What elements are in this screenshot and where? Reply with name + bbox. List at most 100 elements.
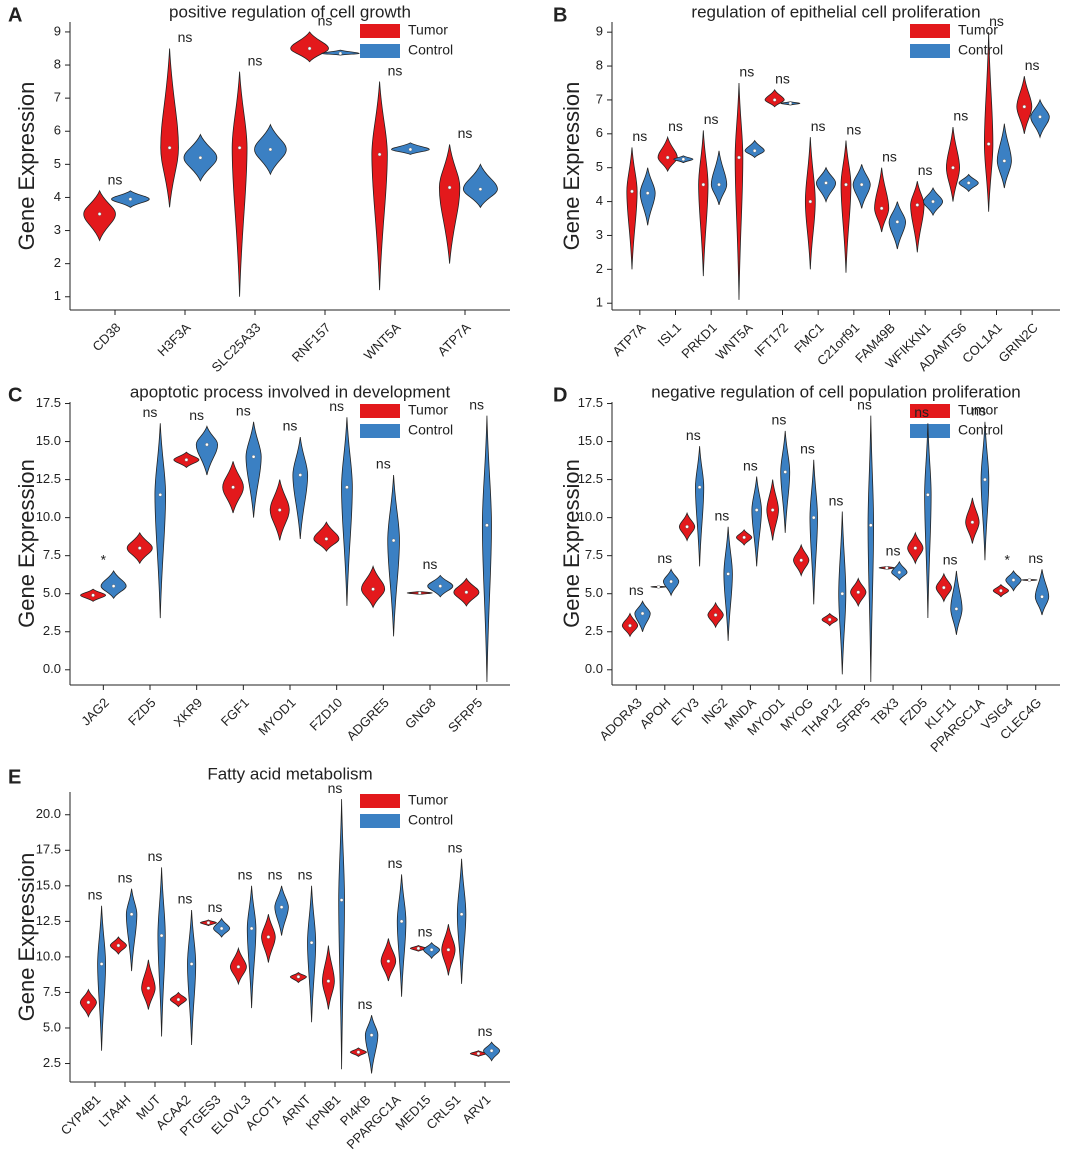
significance-label: ns xyxy=(388,62,403,78)
violin xyxy=(840,140,852,273)
median-dot xyxy=(913,546,918,550)
violin xyxy=(924,423,932,619)
median-dot xyxy=(391,538,396,543)
significance-label: ns xyxy=(248,52,263,68)
significance-label: ns xyxy=(943,552,958,568)
median-dot xyxy=(91,593,95,598)
median-dot xyxy=(869,523,873,528)
x-tick-label: XKR9 xyxy=(171,695,206,730)
violin xyxy=(125,888,138,972)
median-dot xyxy=(824,181,828,185)
significance-label: ns xyxy=(857,396,872,412)
median-dot xyxy=(146,986,151,990)
legend-label: Tumor xyxy=(408,22,448,38)
y-tick-label: 12.5 xyxy=(36,471,61,486)
median-dot xyxy=(464,590,469,594)
significance-label: ns xyxy=(178,29,193,45)
y-tick-label: 12.5 xyxy=(578,471,603,486)
median-dot xyxy=(386,959,391,963)
significance-label: ns xyxy=(358,996,373,1012)
legend-label: Tumor xyxy=(958,402,998,418)
median-dot xyxy=(827,617,832,622)
violin xyxy=(456,858,467,984)
median-dot xyxy=(429,947,434,952)
median-dot xyxy=(656,585,661,589)
y-axis-label: Gene Expression xyxy=(14,82,39,251)
legend-swatch xyxy=(910,404,950,418)
y-tick-label: 12.5 xyxy=(36,913,61,928)
significance-label: ns xyxy=(458,125,473,141)
median-dot xyxy=(459,912,464,917)
x-tick-label: SFRP5 xyxy=(445,695,485,735)
violin xyxy=(313,521,340,552)
violin xyxy=(322,945,335,1010)
median-dot xyxy=(931,199,935,204)
violin xyxy=(195,425,219,476)
violin xyxy=(154,423,167,619)
x-tick-label: ATP7A xyxy=(609,320,648,359)
x-tick-label: ARV1 xyxy=(459,1092,493,1126)
median-dot xyxy=(717,182,721,187)
median-dot xyxy=(799,558,803,563)
y-tick-label: 6 xyxy=(596,125,603,140)
x-tick-label: FZD5 xyxy=(125,695,159,729)
median-dot xyxy=(231,485,235,490)
median-dot xyxy=(377,152,382,157)
significance-label: ns xyxy=(423,556,438,572)
y-tick-label: 0.0 xyxy=(43,661,61,676)
violin xyxy=(626,147,638,270)
median-dot xyxy=(788,101,793,106)
y-tick-label: 7.5 xyxy=(43,547,61,562)
x-tick-label: CRLS1 xyxy=(423,1092,463,1132)
median-dot xyxy=(630,189,634,194)
x-tick-label: IFT172 xyxy=(751,320,791,360)
violin xyxy=(809,459,818,605)
x-tick-label: CYP4B1 xyxy=(58,1092,104,1138)
y-tick-label: 10.0 xyxy=(36,948,61,963)
significance-label: * xyxy=(101,552,107,568)
median-dot xyxy=(811,515,816,520)
y-tick-label: 17.5 xyxy=(578,395,603,410)
violin xyxy=(980,421,990,561)
x-tick-label: GNG8 xyxy=(402,695,439,732)
median-dot xyxy=(268,147,273,152)
median-dot xyxy=(895,220,900,224)
significance-label: ns xyxy=(238,867,253,883)
median-dot xyxy=(277,508,282,512)
median-dot xyxy=(772,98,777,102)
median-dot xyxy=(645,191,650,195)
significance-label: ns xyxy=(704,111,719,127)
significance-label: ns xyxy=(148,848,163,864)
y-tick-label: 3 xyxy=(596,227,603,242)
legend-swatch xyxy=(910,44,950,58)
significance-label: ns xyxy=(800,441,815,457)
violin xyxy=(657,135,678,173)
x-tick-label: JAG2 xyxy=(78,695,112,729)
significance-label: ns xyxy=(914,404,929,420)
median-dot xyxy=(844,182,848,187)
median-dot xyxy=(324,537,329,541)
median-dot xyxy=(249,926,254,931)
median-dot xyxy=(713,613,718,617)
x-tick-label: FGF1 xyxy=(218,695,252,729)
violin xyxy=(361,564,386,609)
median-dot xyxy=(754,508,759,512)
legend-swatch xyxy=(360,404,400,418)
y-tick-label: 15.0 xyxy=(578,433,603,448)
violin xyxy=(438,144,461,264)
median-dot xyxy=(752,148,757,153)
violin xyxy=(780,430,791,533)
median-dot xyxy=(128,197,133,201)
y-tick-label: 8 xyxy=(596,57,603,72)
violin xyxy=(888,201,907,250)
violin xyxy=(141,959,156,1010)
violin xyxy=(1034,569,1050,616)
median-dot xyxy=(417,591,422,595)
significance-label: ns xyxy=(88,886,103,902)
legend-swatch xyxy=(910,424,950,438)
legend-swatch xyxy=(360,24,400,38)
legend-label: Control xyxy=(408,42,453,58)
violin xyxy=(710,150,728,206)
violin xyxy=(245,421,262,518)
median-dot xyxy=(884,566,889,570)
